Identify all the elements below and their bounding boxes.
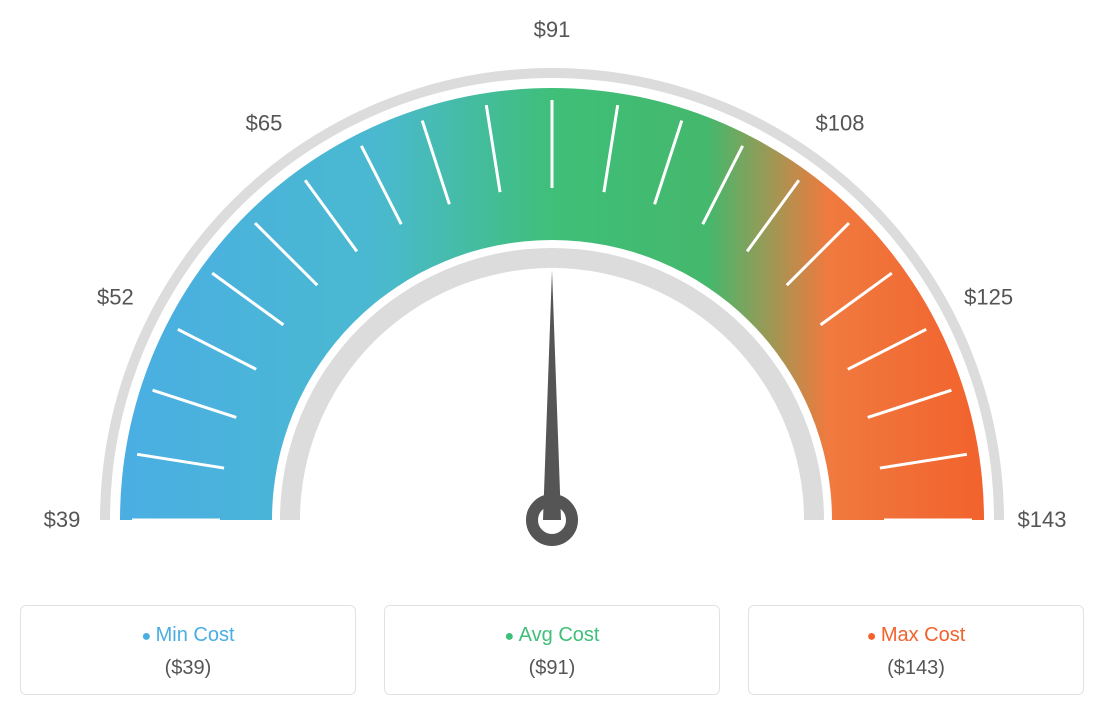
gauge-tick-label: $39: [44, 507, 81, 532]
legend-card: Min Cost ($39): [20, 605, 356, 695]
legend-value: ($143): [759, 657, 1073, 680]
legend-value: ($91): [395, 657, 709, 680]
legend-title: Min Cost: [31, 624, 345, 647]
legend-row: Min Cost ($39) Avg Cost ($91) Max Cost ($143): [20, 605, 1084, 695]
gauge-needle: [543, 270, 561, 520]
gauge-tick-label: $125: [964, 285, 1013, 310]
gauge-tick-label: $65: [246, 111, 283, 136]
legend-value: ($39): [31, 657, 345, 680]
legend-title: Max Cost: [759, 624, 1073, 647]
legend-card: Max Cost ($143): [748, 605, 1084, 695]
gauge-chart: $39 $52 $65 $91 $108 $125 $143: [20, 20, 1084, 585]
gauge-tick-label: $52: [97, 285, 134, 310]
gauge-tick-label: $143: [1018, 507, 1067, 532]
legend-title: Avg Cost: [395, 624, 709, 647]
gauge-tick-label: $108: [816, 111, 865, 136]
gauge-svg: $39 $52 $65 $91 $108 $125 $143: [20, 20, 1084, 580]
gauge-tick-label: $91: [534, 20, 571, 42]
legend-card: Avg Cost ($91): [384, 605, 720, 695]
